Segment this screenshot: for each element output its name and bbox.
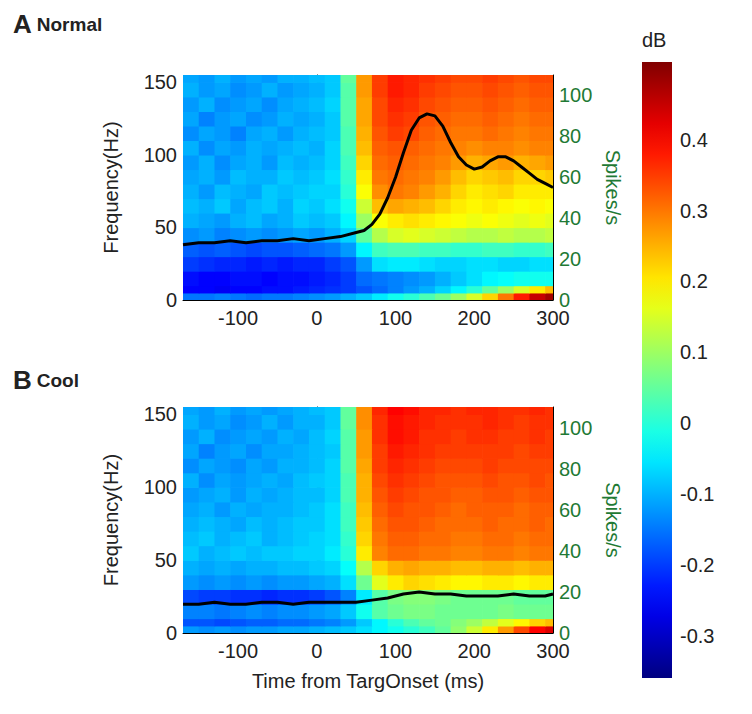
svg-text:dB: dB [642, 29, 666, 51]
svg-text:0.4: 0.4 [680, 129, 708, 151]
svg-text:20: 20 [559, 248, 581, 270]
svg-text:60: 60 [559, 499, 581, 521]
svg-text:80: 80 [559, 125, 581, 147]
svg-text:0.1: 0.1 [680, 341, 708, 363]
svg-text:100: 100 [144, 476, 177, 498]
svg-text:0: 0 [680, 412, 691, 434]
svg-text:Time from TargOnset (ms): Time from TargOnset (ms) [252, 670, 484, 692]
svg-text:150: 150 [144, 71, 177, 93]
svg-text:300: 300 [536, 640, 569, 662]
svg-text:40: 40 [559, 207, 581, 229]
svg-text:Spikes/s: Spikes/s [602, 150, 624, 226]
svg-text:200: 200 [458, 307, 491, 329]
svg-text:0: 0 [166, 289, 177, 311]
svg-text:-100: -100 [218, 307, 258, 329]
svg-text:0: 0 [559, 289, 571, 311]
svg-text:40: 40 [559, 540, 581, 562]
svg-text:Frequency(Hz): Frequency(Hz) [100, 454, 122, 586]
svg-text:0.2: 0.2 [680, 270, 708, 292]
svg-text:60: 60 [559, 166, 581, 188]
svg-text:100: 100 [144, 144, 177, 166]
svg-text:A: A [13, 9, 32, 39]
svg-text:-0.1: -0.1 [680, 483, 714, 505]
svg-text:100: 100 [379, 640, 412, 662]
svg-text:Cool: Cool [37, 370, 79, 391]
svg-text:-0.3: -0.3 [680, 625, 714, 647]
svg-text:50: 50 [155, 549, 177, 571]
svg-text:20: 20 [559, 581, 581, 603]
svg-text:0: 0 [311, 640, 322, 662]
svg-text:0: 0 [311, 307, 322, 329]
svg-text:0: 0 [166, 622, 177, 644]
svg-text:100: 100 [559, 84, 592, 106]
svg-text:B: B [13, 365, 32, 395]
svg-text:80: 80 [559, 458, 581, 480]
svg-text:100: 100 [379, 307, 412, 329]
svg-text:-100: -100 [218, 640, 258, 662]
svg-text:150: 150 [144, 403, 177, 425]
svg-text:100: 100 [559, 417, 592, 439]
svg-text:50: 50 [155, 216, 177, 238]
svg-text:300: 300 [536, 307, 569, 329]
svg-text:Normal: Normal [37, 14, 102, 35]
svg-text:Spikes/s: Spikes/s [602, 482, 624, 558]
svg-text:Frequency(Hz): Frequency(Hz) [100, 121, 122, 253]
svg-text:-0.2: -0.2 [680, 554, 714, 576]
svg-text:0: 0 [559, 622, 571, 644]
svg-text:0.3: 0.3 [680, 200, 708, 222]
svg-text:200: 200 [458, 640, 491, 662]
